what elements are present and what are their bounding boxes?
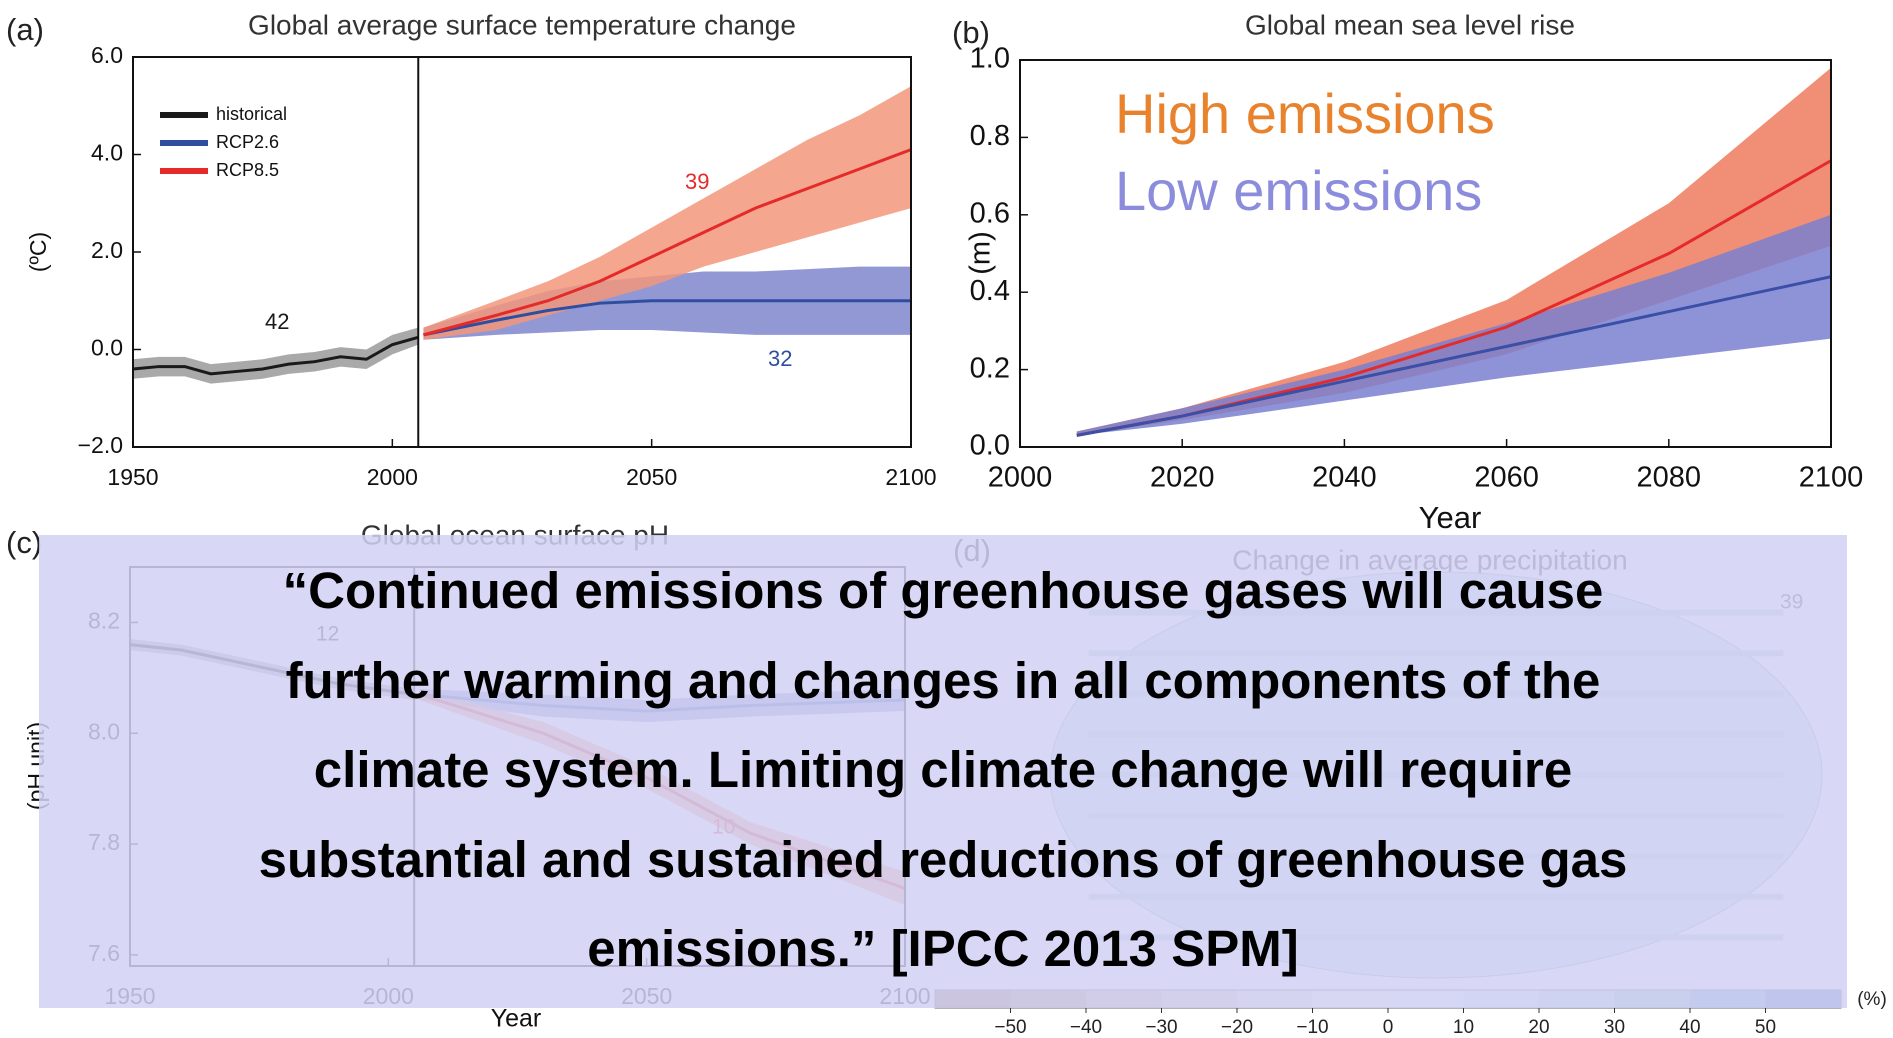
panel-label: (a)	[6, 12, 44, 47]
colorbar-tick-label: 50	[1755, 1017, 1776, 1038]
x-tick-label: 2100	[885, 464, 936, 490]
y-tick-label: 6.0	[91, 42, 123, 68]
x-tick-label: 2040	[1312, 462, 1377, 494]
colorbar-unit: (%)	[1857, 989, 1887, 1010]
y-tick-label: 0.0	[91, 335, 123, 361]
y-tick-label: 0.6	[970, 197, 1010, 229]
uncertainty-band	[423, 86, 911, 340]
chart-title: Global mean sea level rise	[1245, 9, 1575, 40]
x-axis-label: Year	[1419, 500, 1482, 535]
x-tick-label: 2000	[367, 464, 418, 490]
annotation: 42	[265, 309, 289, 334]
quote-line: climate system. Limiting climate change …	[313, 741, 1573, 798]
series-line	[423, 299, 911, 337]
series-line	[423, 148, 912, 337]
colorbar-tick-label: −10	[1296, 1017, 1328, 1038]
y-tick-label: 2.0	[91, 237, 123, 263]
annotation: 39	[685, 169, 709, 194]
panel-label: (c)	[6, 525, 42, 560]
colorbar-tick-label: 40	[1679, 1017, 1700, 1038]
legend-label: historical	[216, 104, 287, 124]
y-axis-label: (m)	[965, 231, 997, 274]
plot-frame	[1019, 59, 1832, 448]
series-line	[1076, 275, 1832, 437]
colorbar-tick-label: −30	[1145, 1017, 1177, 1038]
y-tick-label: −2.0	[78, 432, 123, 458]
colorbar-tick-label: −20	[1221, 1017, 1253, 1038]
quote-line: substantial and sustained reductions of …	[258, 830, 1628, 888]
x-axis-label: Year	[491, 1005, 542, 1033]
quote-line: emissions.” [IPCC 2013 SPM]	[587, 920, 1299, 977]
x-tick-label: 2100	[1799, 462, 1864, 494]
y-tick-label: 1.0	[970, 43, 1010, 75]
x-tick-label: 2050	[626, 464, 677, 490]
panel-label: (b)	[952, 15, 990, 50]
legend-label: RCP8.5	[216, 160, 279, 180]
x-tick-label: 2020	[1150, 462, 1215, 494]
y-tick-label: 0.0	[970, 430, 1010, 462]
annotation: Low emissions	[1115, 159, 1482, 222]
uncertainty-band	[133, 327, 419, 384]
y-axis-label: (ºC)	[25, 232, 51, 272]
colorbar-tick-label: −40	[1070, 1017, 1102, 1038]
uncertainty-band	[1076, 214, 1831, 436]
x-tick-label: 2080	[1637, 462, 1702, 494]
colorbar-tick-label: 20	[1528, 1017, 1549, 1038]
x-tick-label: 1950	[107, 464, 158, 490]
colorbar-tick-label: 30	[1604, 1017, 1625, 1038]
quote-line: “Continued emissions of greenhouse gases…	[282, 562, 1604, 619]
uncertainty-band	[423, 266, 911, 340]
chart-title: Global average surface temperature chang…	[248, 9, 796, 40]
quote-box: “Continued emissions of greenhouse gases…	[39, 535, 1847, 1008]
annotation: 32	[768, 346, 792, 371]
legend-label: RCP2.6	[216, 132, 279, 152]
x-tick-label: 2060	[1474, 462, 1539, 494]
y-tick-label: 0.4	[970, 275, 1010, 307]
y-tick-label: 0.8	[970, 120, 1010, 152]
series-line	[132, 335, 419, 376]
x-tick-label: 2000	[988, 462, 1053, 494]
y-tick-label: 0.2	[970, 352, 1010, 384]
quote-line: further warming and changes in all compo…	[285, 651, 1601, 709]
colorbar-tick-label: 10	[1453, 1017, 1474, 1038]
annotation: High emissions	[1115, 82, 1495, 145]
colorbar-tick-label: 0	[1383, 1017, 1394, 1038]
colorbar-tick-label: −50	[994, 1017, 1026, 1038]
y-tick-label: 4.0	[91, 140, 123, 166]
